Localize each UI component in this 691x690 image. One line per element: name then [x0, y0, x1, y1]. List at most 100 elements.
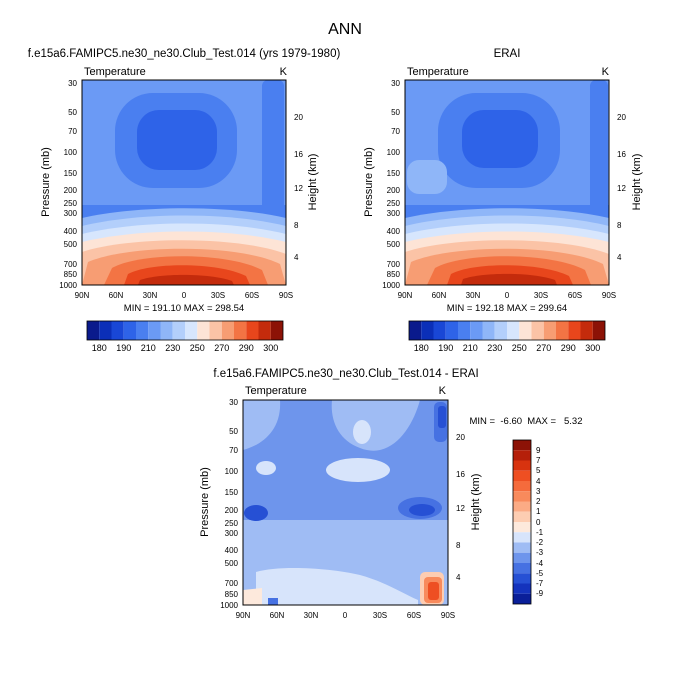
- y-tick-label: 250: [387, 199, 401, 208]
- y2-tick-label: 8: [456, 541, 461, 550]
- x-tick-label: 60N: [270, 611, 285, 620]
- x-tick-label: 30N: [143, 291, 158, 300]
- colorbar-label: 210: [463, 343, 478, 353]
- y-tick-label: 700: [64, 260, 78, 269]
- x-axis: 90N 60N 30N 0 30S 60S 90S: [398, 291, 616, 300]
- x-tick-label: 90S: [602, 291, 616, 300]
- colorbar-swatch: [513, 573, 531, 584]
- colorbar-swatch: [409, 321, 422, 340]
- y2-tick-label: 12: [294, 184, 303, 193]
- y-tick-label: 30: [391, 79, 400, 88]
- x-axis: 90N 60N 30N 0 30S 60S 90S: [75, 291, 293, 300]
- y-axis-label: Pressure (mb): [199, 467, 211, 537]
- colorbar-label: -7: [536, 579, 544, 588]
- stats-text: MIN = 191.10 MAX = 298.54: [124, 303, 244, 314]
- y-tick-label: 70: [68, 127, 77, 136]
- y-tick-label: 500: [387, 240, 401, 249]
- y-tick-label: 70: [391, 127, 400, 136]
- x-tick-label: 90N: [236, 611, 251, 620]
- colorbar-label: 7: [536, 456, 541, 465]
- colorbar-swatch: [221, 321, 234, 340]
- colorbar-label: 270: [536, 343, 551, 353]
- x-tick-label: 60S: [245, 291, 259, 300]
- colorbar-swatch: [513, 522, 531, 533]
- colorbar: 180 190 210 230 250 270 290 300: [408, 320, 606, 353]
- contour-band: [462, 110, 538, 168]
- colorbar: 180 190 210 230 250 270 290 300: [86, 320, 284, 353]
- panel-obs: ERAI Temperature K 30 50 70 100 150: [363, 48, 643, 353]
- y-tick-label: 300: [387, 209, 401, 218]
- plot-frame: [242, 399, 449, 606]
- left-string: Temperature: [245, 385, 307, 397]
- x-tick-label: 90S: [441, 611, 455, 620]
- y-axis-label: Pressure (mb): [363, 147, 375, 217]
- y2-axis-height: 20 16 12 8 4: [294, 113, 303, 262]
- y2-tick-label: 20: [456, 433, 465, 442]
- colorbar-swatch: [172, 321, 185, 340]
- colorbar-label: -3: [536, 548, 544, 557]
- colorbar-label: 180: [92, 343, 107, 353]
- colorbar-frame: [512, 439, 532, 605]
- colorbar-swatch: [513, 470, 531, 481]
- colorbar-label: 0: [536, 518, 541, 527]
- y-axis-pressure: 30 50 70 100 150 200 250 300 400 500 700…: [59, 79, 77, 290]
- colorbar-swatch: [111, 321, 124, 340]
- y-tick-label: 850: [64, 270, 78, 279]
- x-tick-label: 0: [505, 291, 510, 300]
- y2-tick-label: 20: [294, 113, 303, 122]
- colorbar-swatch: [270, 321, 283, 340]
- y-tick-label: 100: [387, 148, 401, 157]
- colorbar-swatch: [513, 491, 531, 502]
- contour-band: [409, 504, 435, 516]
- plot-frame: [81, 79, 287, 286]
- right-string: K: [602, 66, 610, 78]
- colorbar-swatch: [470, 321, 483, 340]
- y2-tick-label: 16: [456, 470, 465, 479]
- colorbar-label: 190: [116, 343, 131, 353]
- y2-tick-label: 8: [617, 221, 622, 230]
- x-axis: 90N 60N 30N 0 30S 60S 90S: [236, 611, 455, 620]
- y-tick-label: 200: [64, 186, 78, 195]
- colorbar-label: 1: [536, 507, 541, 516]
- colorbar-swatch: [209, 321, 222, 340]
- y2-tick-label: 12: [456, 504, 465, 513]
- colorbar-swatch: [160, 321, 173, 340]
- y-tick-label: 1000: [220, 601, 238, 610]
- y-tick-label: 150: [64, 169, 78, 178]
- y-tick-label: 400: [387, 227, 401, 236]
- contour-band: [137, 110, 217, 170]
- y-tick-label: 850: [225, 590, 239, 599]
- colorbar-label: 290: [239, 343, 254, 353]
- colorbar-swatch: [445, 321, 458, 340]
- panel-diff: f.e15a6.FAMIPC5.ne30_ne30.Club_Test.014 …: [199, 368, 583, 620]
- colorbar-swatch: [513, 542, 531, 553]
- y-tick-label: 300: [64, 209, 78, 218]
- y2-tick-label: 4: [294, 253, 299, 262]
- y-tick-label: 250: [64, 199, 78, 208]
- plot-area: [404, 79, 610, 286]
- colorbar-swatch: [513, 501, 531, 512]
- colorbar-label: 250: [190, 343, 205, 353]
- y-tick-label: 400: [225, 546, 239, 555]
- y-tick-label: 400: [64, 227, 78, 236]
- contour-band: [353, 420, 371, 444]
- colorbar-label: 210: [141, 343, 156, 353]
- contour-band: [407, 160, 447, 194]
- y2-tick-label: 12: [617, 184, 626, 193]
- y2-tick-label: 4: [617, 253, 622, 262]
- colorbar-swatch: [99, 321, 112, 340]
- y2-tick-label: 4: [456, 573, 461, 582]
- contour-band: [138, 274, 234, 285]
- y-tick-label: 300: [225, 529, 239, 538]
- x-tick-label: 0: [343, 611, 348, 620]
- x-tick-label: 30N: [304, 611, 319, 620]
- colorbar-swatch: [136, 321, 149, 340]
- colorbar-label: -9: [536, 589, 544, 598]
- colorbar-label: 230: [165, 343, 180, 353]
- colorbar-swatch: [556, 321, 569, 340]
- y-tick-label: 1000: [59, 281, 77, 290]
- y-tick-label: 500: [225, 559, 239, 568]
- y-tick-label: 50: [391, 108, 400, 117]
- colorbar-swatch: [482, 321, 495, 340]
- colorbar-label: 230: [487, 343, 502, 353]
